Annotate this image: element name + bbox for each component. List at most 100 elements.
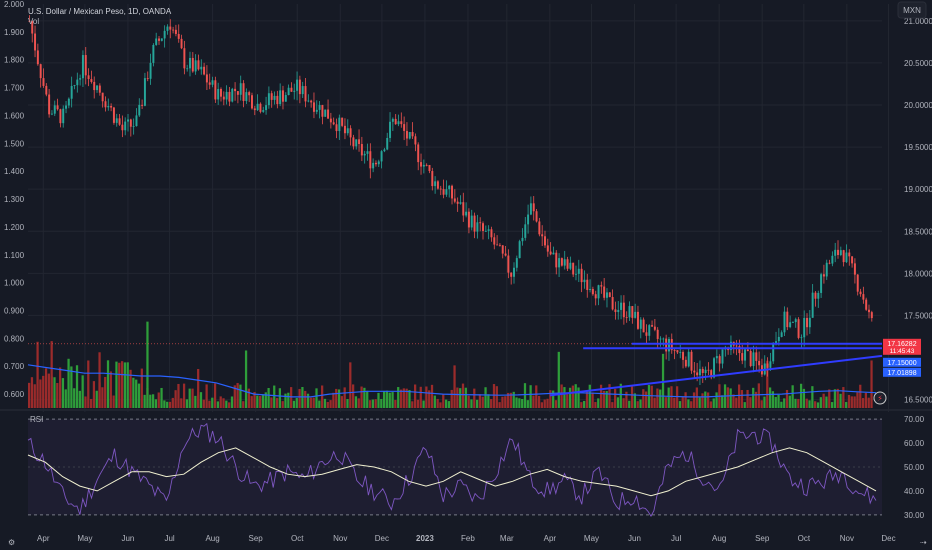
price-badge-value: 17.16282	[887, 341, 916, 348]
candle-body	[28, 20, 31, 22]
volume-bar	[473, 388, 476, 408]
candle-body	[155, 38, 158, 45]
volume-bar	[766, 360, 769, 408]
candle-body	[820, 274, 823, 293]
volume-bar	[36, 341, 39, 408]
x-tick-label: May	[584, 534, 599, 543]
volume-bar	[47, 373, 50, 408]
candle-body	[448, 185, 451, 190]
candle-body	[749, 350, 752, 367]
volume-bar	[374, 399, 377, 408]
volume-bar	[106, 360, 110, 408]
settings-icon[interactable]: ⚙	[8, 538, 15, 547]
volume-bar	[585, 390, 589, 408]
volume-bar	[335, 388, 338, 408]
volume-bar	[704, 391, 707, 408]
candle-body	[166, 26, 169, 31]
volume-bar	[501, 396, 504, 408]
volume-bar	[123, 362, 127, 408]
volume-bar	[126, 362, 129, 408]
volume-bar	[205, 384, 208, 408]
volume-bar	[684, 392, 687, 408]
price-tick-label: 19.00000	[904, 185, 932, 194]
candle-body	[521, 237, 524, 242]
vol-tick-label: 0.700	[4, 362, 25, 371]
volume-bar	[366, 390, 369, 408]
x-tick-label: Sep	[755, 534, 770, 543]
candle-body	[389, 121, 392, 138]
volume-bar	[526, 400, 529, 408]
volume-bar	[371, 399, 374, 408]
volume-bar	[768, 387, 772, 408]
volume-bar	[194, 395, 197, 408]
price-tick-label: 19.50000	[904, 143, 932, 152]
price-badge-bg	[883, 357, 921, 367]
volume-bar	[225, 400, 228, 408]
candle-body	[510, 272, 513, 277]
volume-bar	[543, 399, 546, 408]
volume-bar	[777, 394, 780, 408]
candle-body	[544, 236, 546, 246]
volume-bar	[352, 384, 355, 408]
candle-body	[859, 291, 862, 295]
volume-bar	[636, 401, 639, 408]
goto-realtime-icon[interactable]: ⇢	[920, 538, 927, 547]
candle-body	[614, 309, 617, 313]
volume-bar	[163, 400, 166, 408]
vol-tick-label: 1.900	[4, 28, 25, 37]
volume-bar	[166, 401, 169, 408]
candle-body	[445, 189, 448, 195]
candle-body	[118, 118, 121, 125]
candle-body	[735, 345, 738, 347]
volume-bar	[44, 368, 48, 408]
candle-body	[490, 229, 493, 238]
candle-body	[667, 338, 670, 352]
candle-body	[453, 198, 456, 202]
candle-body	[143, 78, 146, 106]
volume-bar	[456, 387, 459, 408]
rising-trendline[interactable]	[549, 354, 883, 397]
candle-body	[800, 337, 803, 339]
candle-body	[203, 66, 206, 75]
volume-bar	[385, 390, 389, 408]
candle-body	[769, 361, 772, 368]
volume-bar	[687, 399, 690, 408]
volume-bar	[594, 402, 597, 408]
volume-bar	[233, 385, 236, 408]
rsi-label: RSI	[30, 415, 43, 424]
alert-icon[interactable]: ⚡	[873, 391, 887, 405]
volume-bar	[737, 384, 741, 408]
volume-bar	[492, 384, 496, 408]
candle-body	[853, 263, 856, 275]
vol-tick-label: 1.700	[4, 84, 25, 93]
currency-badge[interactable]: MXN	[897, 1, 927, 19]
candle-body	[569, 262, 572, 269]
candle-body	[496, 244, 499, 246]
candle-body	[360, 144, 363, 156]
candle-body	[577, 268, 580, 274]
volume-bar	[219, 396, 222, 408]
x-tick-label: Dec	[375, 534, 389, 543]
candle-body	[642, 319, 645, 333]
vol-tick-label: 1.200	[4, 223, 25, 232]
volume-bar	[695, 387, 698, 408]
vol-tick-label: 0.900	[4, 306, 25, 315]
volume-bar	[647, 384, 651, 408]
volume-bar	[540, 402, 544, 408]
candle-body	[228, 91, 231, 102]
candle-body	[586, 279, 589, 290]
candle-body	[180, 38, 183, 49]
volume-bar	[315, 388, 318, 408]
volume-bar	[112, 395, 115, 408]
candle-body	[822, 274, 825, 277]
candle-body	[656, 329, 659, 339]
candle-body	[653, 326, 656, 330]
candle-body	[369, 151, 372, 169]
candle-body	[132, 126, 135, 127]
x-tick-label: Sep	[248, 534, 263, 543]
volume-bar	[191, 388, 194, 408]
candle-body	[310, 100, 313, 103]
candle-body	[831, 255, 834, 264]
volume-bar	[591, 392, 594, 408]
vol-tick-label: 1.800	[4, 56, 25, 65]
